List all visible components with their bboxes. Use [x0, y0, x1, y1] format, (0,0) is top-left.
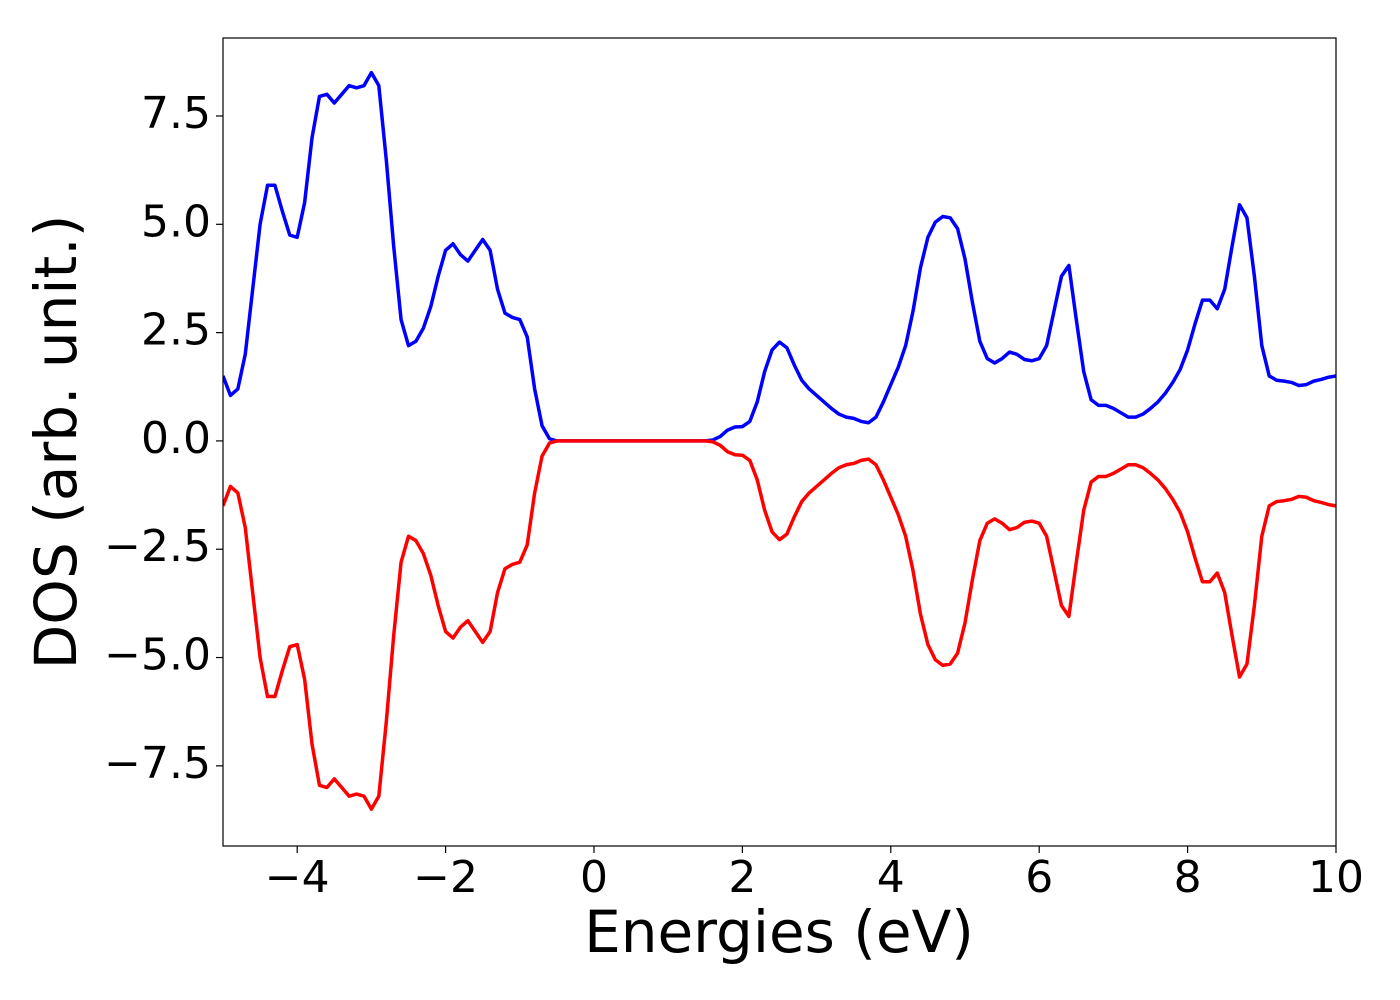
y-tick-label: −7.5 — [104, 738, 211, 789]
x-tick-label: 6 — [1025, 852, 1053, 903]
y-axis-label: DOS (arb. unit.) — [22, 215, 90, 670]
x-tick-label: 10 — [1308, 852, 1364, 903]
plot-frame — [222, 37, 1337, 847]
x-tick-label: 4 — [877, 852, 905, 903]
y-tick-label: 5.0 — [141, 196, 211, 247]
y-tick-label: 0.0 — [141, 413, 211, 464]
y-tick-label: 7.5 — [141, 88, 211, 139]
x-tick-label: 8 — [1174, 852, 1202, 903]
x-tick-label: −2 — [413, 852, 478, 903]
y-tick-label: −5.0 — [104, 630, 211, 681]
x-tick-label: −4 — [265, 852, 330, 903]
x-axis-label: Energies (eV) — [584, 898, 974, 966]
y-tick-label: 2.5 — [141, 305, 211, 356]
dos-line — [223, 439, 1336, 811]
dos-line — [223, 70, 1336, 443]
x-tick-label: 2 — [728, 852, 756, 903]
y-tick-label: −2.5 — [104, 521, 211, 572]
x-tick-label: 0 — [580, 852, 608, 903]
